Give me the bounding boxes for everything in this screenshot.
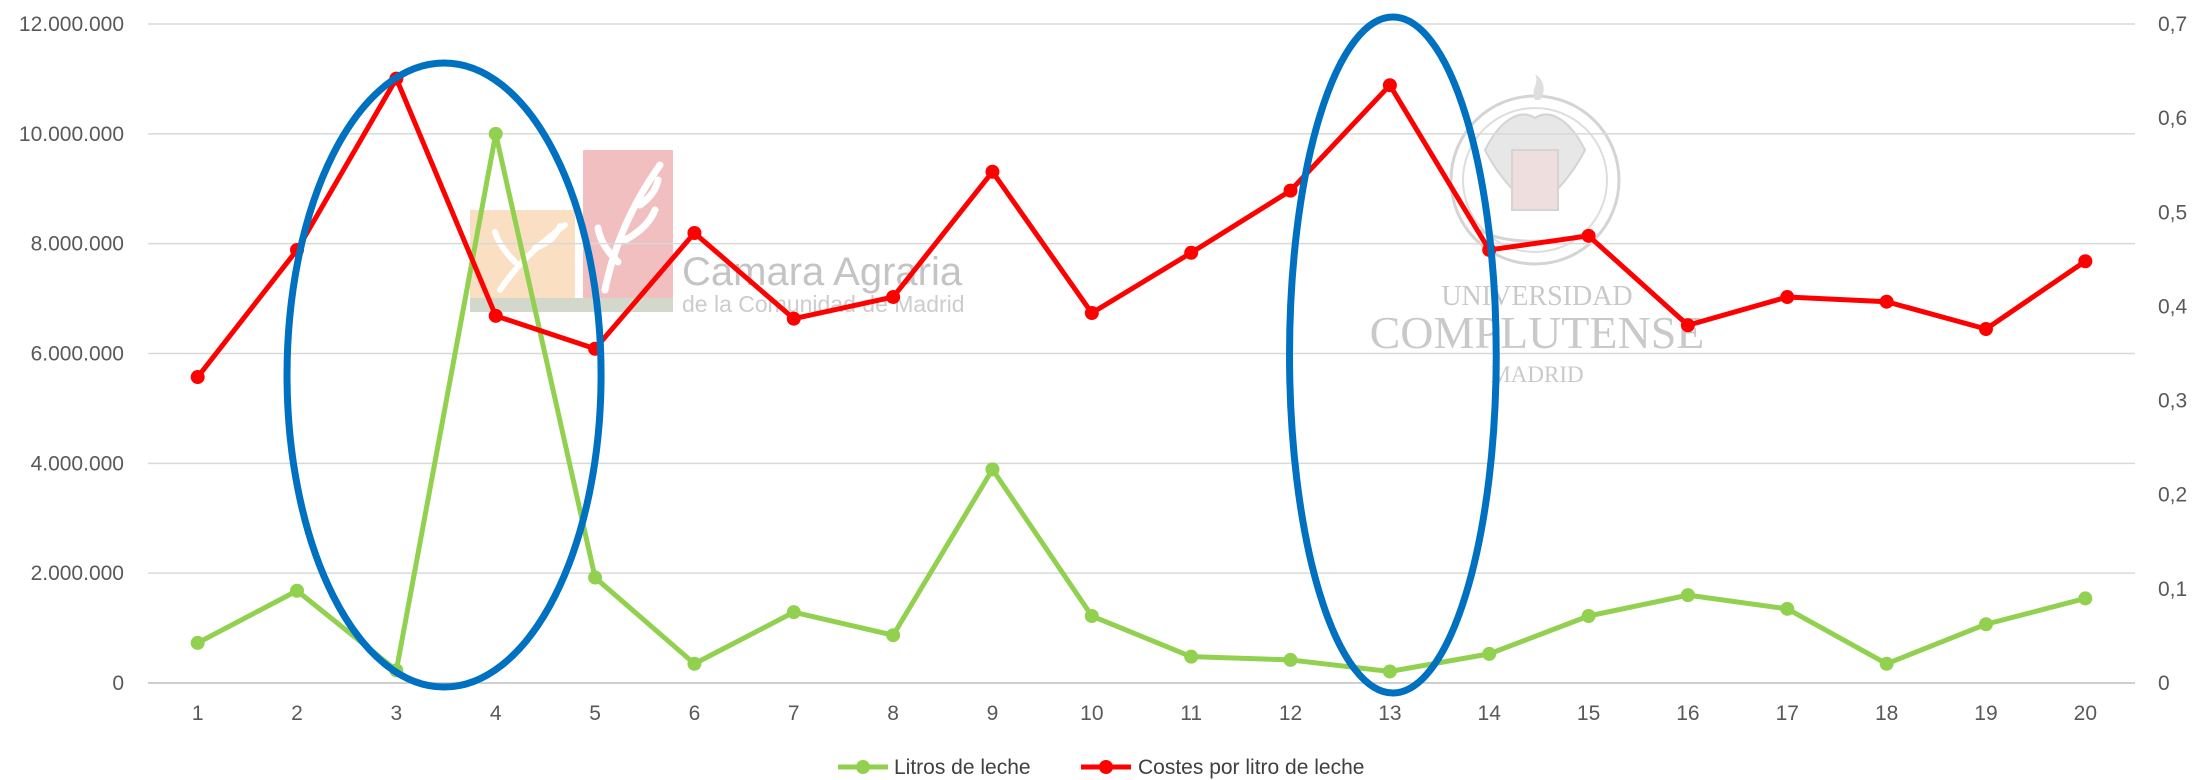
data-point [2078, 591, 2093, 606]
legend-marker-litros [856, 760, 870, 774]
data-point [1184, 245, 1199, 260]
x-tick-label: 19 [1974, 702, 1997, 725]
right-tick-label: 0,1 [2158, 578, 2187, 601]
data-point [1978, 617, 1993, 632]
x-tick-label: 2 [291, 702, 303, 725]
left-tick-label: 2.000.000 [31, 562, 124, 585]
data-point [588, 570, 603, 585]
ucm-watermark-line2: COMPLUTENSE [1370, 307, 1705, 358]
series-line [195, 131, 2088, 674]
x-tick-label: 15 [1577, 702, 1600, 725]
legend: Litros de leche Costes por litro de lech… [838, 756, 1364, 779]
x-tick-label: 9 [987, 702, 999, 725]
data-point [985, 462, 1000, 477]
x-tick-label: 17 [1776, 702, 1799, 725]
series-lines [190, 71, 2093, 679]
series-line [195, 76, 2088, 380]
data-point [1780, 290, 1795, 305]
data-point [1978, 322, 1993, 337]
x-tick-label: 16 [1676, 702, 1699, 725]
x-tick-label: 10 [1080, 702, 1103, 725]
data-point [985, 164, 1000, 179]
x-tick-label: 5 [589, 702, 601, 725]
ucm-watermark-line3: MADRID [1490, 362, 1583, 387]
data-point [786, 311, 801, 326]
legend-label-litros: Litros de leche [894, 756, 1031, 779]
legend-item-litros: Litros de leche [838, 756, 1031, 779]
annotation-ellipse [283, 59, 605, 691]
x-tick-label: 8 [887, 702, 899, 725]
data-point [488, 308, 503, 323]
data-point [1283, 652, 1298, 667]
data-point [2078, 254, 2093, 269]
ucm-watermark-line1: UNIVERSIDAD [1441, 281, 1632, 312]
data-point [190, 370, 205, 385]
data-point [1879, 294, 1894, 309]
data-point [1084, 306, 1099, 321]
data-point [1680, 588, 1695, 603]
x-tick-label: 4 [490, 702, 502, 725]
legend-item-costes: Costes por litro de leche [1081, 756, 1364, 779]
right-axis-ticks: 0 0,1 0,2 0,3 0,4 0,5 0,6 0,7 [2158, 13, 2188, 695]
data-point [886, 290, 901, 305]
x-tick-label: 14 [1478, 702, 1502, 725]
data-point [1382, 78, 1397, 93]
data-point [687, 225, 702, 240]
ucm-watermark: UNIVERSIDAD COMPLUTENSE MADRID [1370, 74, 1705, 387]
camara-logo-leaf-icon [594, 161, 664, 294]
left-tick-label: 10.000.000 [19, 123, 124, 146]
legend-label-costes: Costes por litro de leche [1138, 756, 1364, 779]
right-tick-label: 0 [2158, 672, 2170, 695]
data-point [488, 126, 503, 141]
gridlines [148, 23, 2135, 684]
right-tick-label: 0,2 [2158, 484, 2187, 507]
right-tick-label: 0,7 [2158, 13, 2187, 36]
left-axis-ticks: 0 2.000.000 4.000.000 6.000.000 8.000.000 10.… [19, 13, 124, 695]
left-tick-label: 12.000.000 [19, 13, 124, 36]
x-axis-ticks: 1 2 3 4 5 6 7 8 9 10 11 12 13 14 15 16 17 18 19 20 [192, 702, 2097, 725]
left-tick-label: 0 [112, 672, 124, 695]
data-point [1482, 646, 1497, 661]
x-tick-label: 6 [689, 702, 701, 725]
annotation-ellipse [1286, 13, 1500, 697]
left-tick-label: 4.000.000 [31, 452, 124, 475]
data-point [1184, 649, 1199, 664]
left-tick-label: 8.000.000 [31, 233, 124, 256]
x-tick-label: 7 [788, 702, 800, 725]
data-point [1680, 318, 1695, 333]
legend-marker-costes [1099, 760, 1113, 774]
x-tick-label: 20 [2074, 702, 2097, 725]
x-tick-label: 12 [1279, 702, 1302, 725]
data-point [1581, 228, 1596, 243]
right-tick-label: 0,5 [2158, 201, 2187, 224]
annotation-ellipses [283, 13, 1500, 697]
x-tick-label: 13 [1378, 702, 1401, 725]
data-point [1581, 609, 1596, 624]
series-litros [190, 126, 2093, 679]
data-point [1780, 601, 1795, 616]
left-tick-label: 6.000.000 [31, 343, 124, 366]
right-tick-label: 0,3 [2158, 390, 2187, 413]
data-point [687, 656, 702, 671]
data-point [1879, 656, 1894, 671]
data-point [1283, 183, 1298, 198]
x-tick-label: 11 [1180, 702, 1202, 725]
data-point [290, 583, 305, 598]
x-tick-label: 18 [1875, 702, 1898, 725]
x-tick-label: 3 [391, 702, 403, 725]
right-tick-label: 0,6 [2158, 107, 2187, 130]
camara-agraria-watermark: Camara Agraria de la Comunidad de Madrid [470, 150, 965, 317]
data-point [786, 605, 801, 620]
data-point [190, 635, 205, 650]
data-point [1382, 664, 1397, 679]
ucm-crest-icon [1449, 74, 1621, 266]
right-tick-label: 0,4 [2158, 295, 2188, 318]
x-tick-label: 1 [192, 702, 204, 725]
camara-logo-grain-icon [492, 222, 568, 293]
data-point [886, 628, 901, 643]
camara-logo-green-bar [470, 298, 673, 312]
data-point [1084, 609, 1099, 624]
